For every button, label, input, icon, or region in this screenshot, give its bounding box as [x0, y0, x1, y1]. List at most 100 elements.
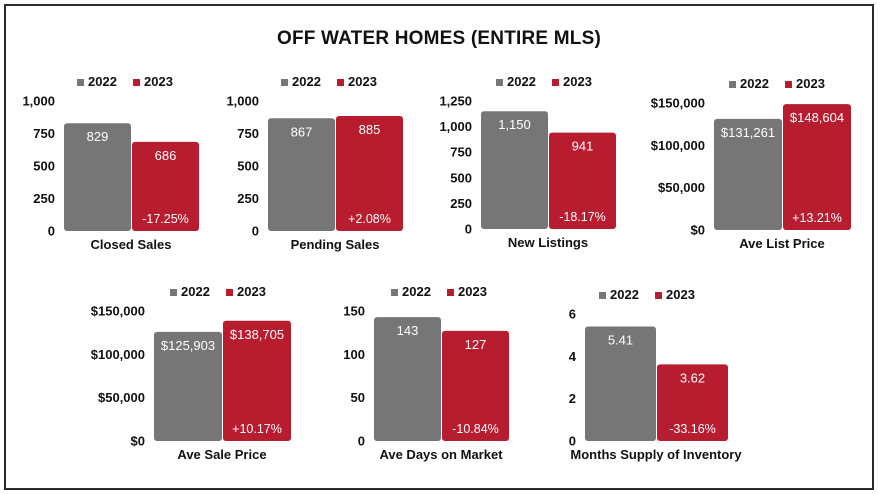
bar-value-label: $138,705: [230, 327, 284, 342]
legend-label: 2022: [88, 74, 117, 89]
change-label: -10.84%: [452, 422, 499, 436]
y-tick-label: 1,000: [22, 94, 55, 109]
category-label: Ave Sale Price: [177, 447, 266, 462]
y-tick-label: 50: [351, 390, 365, 405]
bar-value-label: 686: [155, 148, 177, 163]
bar-value-label: 867: [291, 124, 313, 139]
y-tick-label: 750: [450, 145, 472, 160]
y-tick-label: $150,000: [91, 304, 145, 319]
legend-swatch: [391, 289, 398, 296]
legend-swatch: [496, 79, 503, 86]
y-tick-label: 500: [237, 159, 259, 174]
y-tick-label: 250: [450, 196, 472, 211]
legend-label: 2023: [563, 74, 592, 89]
legend-label: 2023: [237, 284, 266, 299]
legend-swatch: [226, 289, 233, 296]
change-label: -33.16%: [669, 422, 716, 436]
y-tick-label: 0: [465, 222, 472, 237]
bar-2023: [657, 364, 728, 441]
legend-swatch: [77, 79, 84, 86]
legend-label: 2022: [181, 284, 210, 299]
category-label: Ave Days on Market: [379, 447, 503, 462]
bar-2022: [714, 118, 782, 230]
y-tick-label: 750: [33, 126, 55, 141]
bar-2022: [585, 326, 656, 441]
category-label: Ave List Price: [739, 236, 825, 251]
y-tick-label: $50,000: [98, 390, 145, 405]
y-tick-label: 0: [358, 434, 365, 449]
bar-2023: [442, 330, 509, 441]
legend-swatch: [599, 292, 606, 299]
bar-value-label: 127: [465, 337, 487, 352]
bar-2023: [783, 104, 851, 230]
y-tick-label: 150: [343, 304, 365, 319]
change-label: +2.08%: [348, 212, 391, 226]
change-label: -17.25%: [142, 212, 189, 226]
category-label: Closed Sales: [91, 237, 172, 252]
legend-label: 2023: [666, 287, 695, 302]
legend-label: 2022: [610, 287, 639, 302]
y-tick-label: 750: [237, 126, 259, 141]
bar-value-label: 829: [87, 129, 109, 144]
y-tick-label: 0: [569, 434, 576, 449]
legend-swatch: [729, 81, 736, 88]
legend-swatch: [785, 81, 792, 88]
legend-label: 2023: [458, 284, 487, 299]
y-tick-label: 1,250: [439, 94, 472, 109]
legend-label: 2022: [292, 74, 321, 89]
change-label: -18.17%: [559, 210, 606, 224]
bar-value-label: 885: [359, 122, 381, 137]
legend-swatch: [281, 79, 288, 86]
bar-value-label: $131,261: [721, 125, 775, 140]
bar-value-label: $148,604: [790, 110, 844, 125]
bar-2022: [374, 317, 441, 441]
bar-value-label: 1,150: [498, 117, 531, 132]
legend-label: 2023: [796, 76, 825, 91]
category-label: Months Supply of Inventory: [570, 447, 742, 462]
y-tick-label: 500: [450, 170, 472, 185]
legend-swatch: [447, 289, 454, 296]
change-label: +10.17%: [232, 422, 282, 436]
y-tick-label: $100,000: [91, 347, 145, 362]
y-tick-label: 1,000: [226, 94, 259, 109]
legend-swatch: [133, 79, 140, 86]
y-tick-label: 100: [343, 347, 365, 362]
bar-2022: [268, 118, 335, 231]
y-tick-label: $50,000: [658, 180, 705, 195]
y-tick-label: $100,000: [651, 138, 705, 153]
y-tick-label: $150,000: [651, 96, 705, 111]
bar-2023: [223, 320, 291, 441]
page-title: OFF WATER HOMES (ENTIRE MLS): [276, 28, 601, 49]
legend-label: 2023: [348, 74, 377, 89]
category-label: New Listings: [508, 235, 588, 250]
bar-value-label: 143: [397, 323, 419, 338]
bar-2023: [549, 132, 616, 229]
category-label: Pending Sales: [291, 237, 380, 252]
change-label: +13.21%: [792, 211, 842, 225]
y-tick-label: 250: [33, 191, 55, 206]
bar-value-label: 3.62: [680, 370, 705, 385]
legend-swatch: [170, 289, 177, 296]
y-tick-label: 1,000: [439, 119, 472, 134]
bar-2022: [64, 123, 131, 231]
y-tick-label: 250: [237, 191, 259, 206]
legend-label: 2023: [144, 74, 173, 89]
bar-2022: [481, 111, 548, 229]
bar-value-label: $125,903: [161, 338, 215, 353]
legend-label: 2022: [740, 76, 769, 91]
y-tick-label: $0: [131, 434, 145, 449]
y-tick-label: $0: [691, 223, 705, 238]
y-tick-label: 2: [569, 391, 576, 406]
y-tick-label: 0: [48, 224, 55, 239]
legend-swatch: [337, 79, 344, 86]
bar-value-label: 5.41: [608, 332, 633, 347]
legend-swatch: [655, 292, 662, 299]
bar-2023: [336, 115, 403, 231]
y-tick-label: 0: [252, 224, 259, 239]
legend-label: 2022: [402, 284, 431, 299]
y-tick-label: 4: [569, 349, 577, 364]
y-tick-label: 500: [33, 159, 55, 174]
y-tick-label: 6: [569, 307, 576, 322]
legend-swatch: [552, 79, 559, 86]
